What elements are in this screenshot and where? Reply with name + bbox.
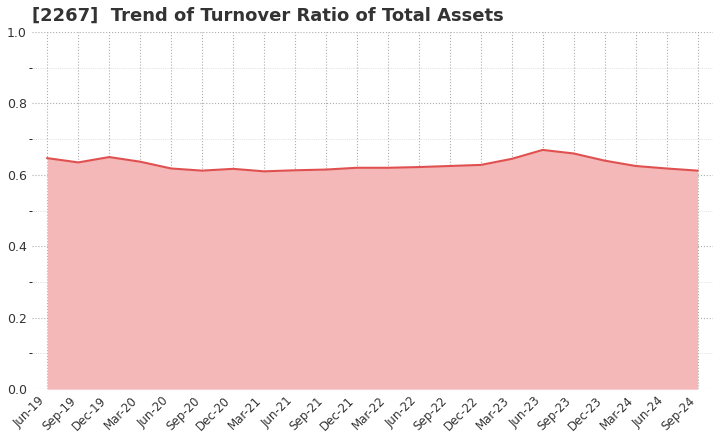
Text: [2267]  Trend of Turnover Ratio of Total Assets: [2267] Trend of Turnover Ratio of Total … <box>32 7 503 25</box>
